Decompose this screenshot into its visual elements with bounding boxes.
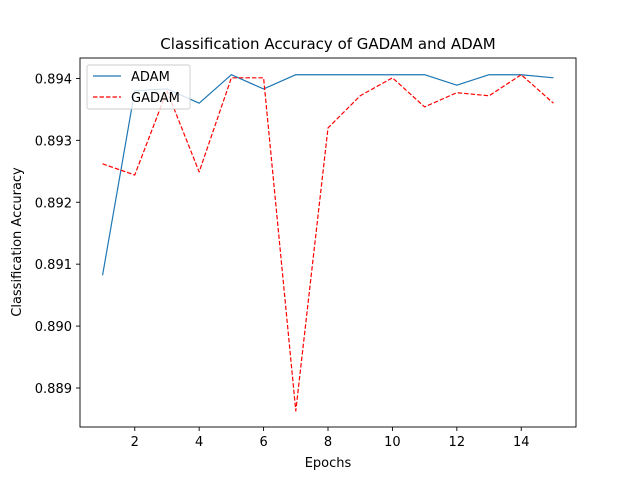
- x-axis-label: Epochs: [305, 456, 352, 471]
- y-tick-label: 0.892: [35, 196, 72, 211]
- legend-label-adam: ADAM: [131, 70, 170, 85]
- legend: ADAM GADAM: [86, 64, 191, 110]
- x-tick-label: 4: [195, 435, 203, 450]
- legend-label-gadam: GADAM: [131, 91, 180, 106]
- y-axis: 0.889 0.890 0.891 0.892 0.893 0.894: [35, 72, 80, 397]
- chart-title: Classification Accuracy of GADAM and ADA…: [160, 35, 495, 53]
- plot-frame: [79, 57, 577, 428]
- y-tick-label: 0.891: [35, 258, 72, 273]
- y-axis-label: Classification Accuracy: [10, 167, 25, 317]
- y-tick-label: 0.894: [35, 72, 72, 87]
- x-tick-label: 14: [513, 435, 530, 450]
- x-tick-label: 10: [384, 435, 401, 450]
- x-tick-label: 6: [259, 435, 267, 450]
- x-tick-label: 2: [131, 435, 139, 450]
- series-layer: [101, 74, 554, 412]
- x-tick-label: 8: [324, 435, 332, 450]
- y-tick-label: 0.890: [35, 320, 72, 335]
- series-line-gadam: [102, 74, 554, 412]
- x-tick-label: 12: [449, 435, 466, 450]
- x-axis: 2 4 6 8 10 12 14: [131, 427, 530, 450]
- y-tick-label: 0.893: [35, 134, 72, 149]
- y-tick-label: 0.889: [35, 382, 72, 397]
